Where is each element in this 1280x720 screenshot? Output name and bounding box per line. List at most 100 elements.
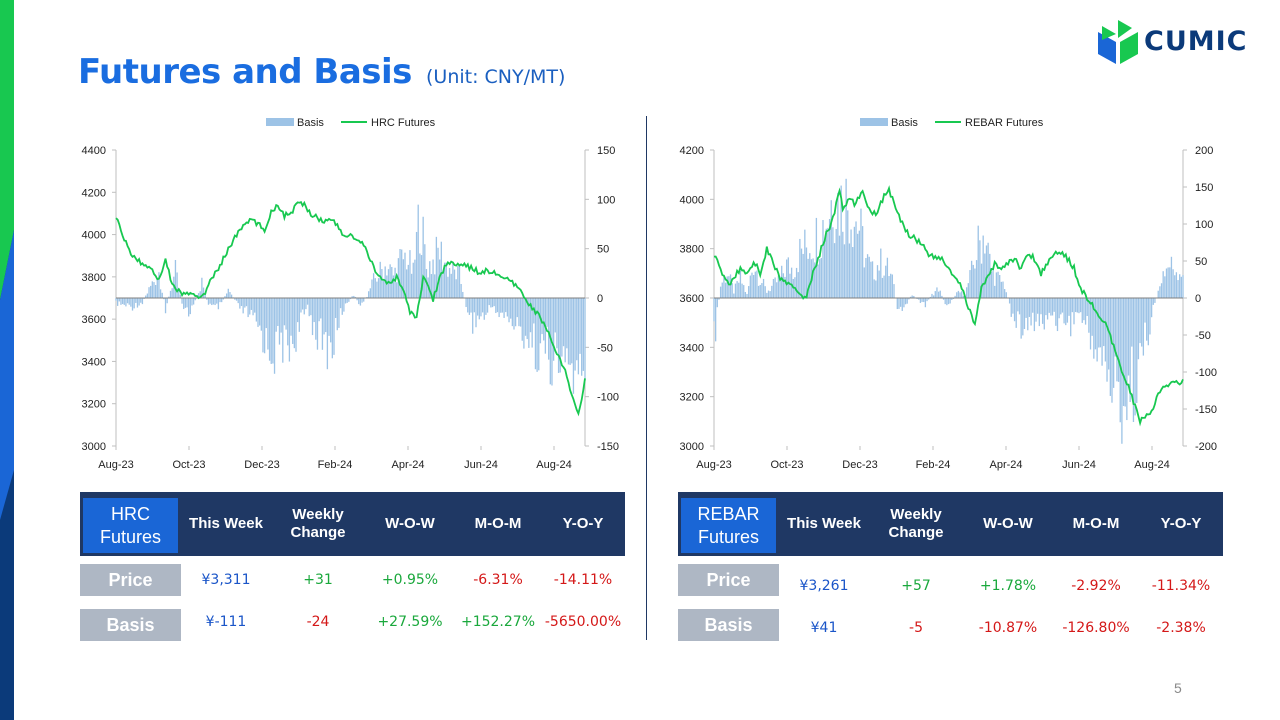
basis-bar	[782, 273, 785, 298]
basis-bar	[247, 298, 249, 318]
left-tick-label: 3600	[82, 314, 106, 326]
basis-bar	[415, 231, 418, 298]
basis-bar	[273, 298, 276, 374]
left-tick-label: 3200	[680, 392, 704, 404]
legend-basis-label: Basis	[891, 117, 918, 129]
basis-bar	[485, 298, 487, 315]
basis-bar	[389, 264, 391, 298]
basis-bar	[890, 273, 892, 298]
basis-bar	[749, 275, 751, 298]
chart-legend: Basis HRC Futures	[266, 117, 436, 129]
basis-bar	[123, 298, 125, 305]
basis-bar	[1058, 298, 1060, 319]
basis-bar	[1179, 274, 1181, 298]
basis-bar	[138, 298, 140, 306]
basis-bar	[1046, 298, 1049, 320]
basis-bar	[440, 241, 442, 298]
basis-bar	[549, 298, 551, 385]
basis-bar	[163, 298, 165, 300]
basis-bar	[848, 243, 851, 298]
basis-bar	[154, 284, 157, 298]
basis-bar	[287, 298, 289, 346]
basis-bar	[802, 253, 804, 298]
basis-bar	[885, 265, 887, 298]
basis-bar	[462, 291, 464, 298]
x-tick-label: Aug-23	[696, 459, 731, 471]
basis-bar	[1165, 268, 1168, 298]
basis-bar	[830, 200, 832, 298]
basis-bar	[800, 248, 803, 298]
basis-bar	[966, 287, 968, 298]
basis-bar	[581, 298, 583, 376]
chart-legend: Basis REBAR Futures	[860, 117, 1044, 129]
basis-bar	[961, 291, 963, 298]
basis-bar	[853, 226, 856, 298]
basis-bar	[561, 298, 563, 357]
basis-bar	[1056, 298, 1059, 332]
basis-bar	[368, 291, 370, 298]
left-tick-label: 3000	[680, 441, 704, 453]
table-header: REBAR Futures This Week Weekly Change W-…	[678, 492, 1223, 556]
basis-bar	[363, 298, 365, 302]
basis-bar	[1170, 256, 1173, 298]
basis-bar	[217, 298, 220, 310]
basis-bar	[1127, 298, 1130, 376]
basis-bar	[743, 285, 745, 298]
price-yoy: -11.34%	[1151, 578, 1211, 594]
basis-bar	[429, 261, 431, 298]
basis-bar	[493, 298, 495, 307]
basis-bar	[576, 298, 578, 361]
rebar-summary-table: REBAR Futures This Week Weekly Change W-…	[678, 492, 1223, 642]
basis-bar	[972, 264, 974, 298]
basis-bar	[1149, 298, 1151, 335]
basis-bar	[331, 298, 333, 359]
basis-bar	[1002, 281, 1004, 298]
basis-bar	[990, 272, 993, 298]
basis-bar	[959, 292, 961, 298]
basis-bar	[1137, 298, 1140, 360]
left-tick-label: 3800	[82, 272, 106, 284]
basis-bar	[202, 287, 205, 298]
basis-bar	[1086, 298, 1088, 317]
basis-this-week: ¥-111	[205, 614, 247, 630]
price-mom: -6.31%	[473, 572, 523, 588]
basis-bar	[979, 240, 981, 298]
basis-bar	[538, 298, 540, 371]
basis-bar	[473, 298, 476, 313]
basis-bar	[1112, 298, 1115, 388]
basis-bar	[1045, 298, 1047, 316]
basis-bar	[1015, 298, 1017, 328]
basis-bar	[1076, 298, 1078, 313]
price-this-week: ¥3,261	[799, 578, 849, 594]
basis-bar	[1017, 298, 1019, 312]
x-tick-label: Apr-24	[391, 459, 424, 471]
basis-bar	[146, 293, 149, 298]
basis-bar	[505, 298, 507, 313]
x-tick-label: Dec-23	[842, 459, 877, 471]
basis-bar	[298, 298, 300, 332]
basis-bar	[845, 178, 847, 298]
basis-bar	[556, 298, 558, 349]
basis-bar	[554, 298, 556, 333]
basis-bar	[860, 208, 862, 298]
basis-bar	[148, 287, 150, 298]
basis-bar	[189, 298, 191, 315]
basis-bar	[1035, 298, 1037, 322]
basis-bar	[833, 243, 836, 298]
basis-bar	[445, 262, 447, 298]
basis-bar	[1061, 298, 1064, 313]
basis-bar	[769, 291, 771, 298]
basis-bar	[263, 298, 266, 354]
basis-bar	[886, 257, 889, 298]
header-wow: W-O-W	[385, 515, 435, 532]
basis-bar	[339, 298, 342, 309]
basis-bar	[237, 298, 239, 304]
basis-bar	[1025, 298, 1027, 318]
basis-bar	[1033, 298, 1036, 332]
basis-bar	[957, 290, 960, 298]
basis-bar	[420, 255, 423, 298]
basis-bar	[828, 218, 831, 298]
basis-bar	[1065, 298, 1067, 326]
price-wow: +1.78%	[979, 578, 1037, 594]
basis-bar	[767, 290, 770, 298]
